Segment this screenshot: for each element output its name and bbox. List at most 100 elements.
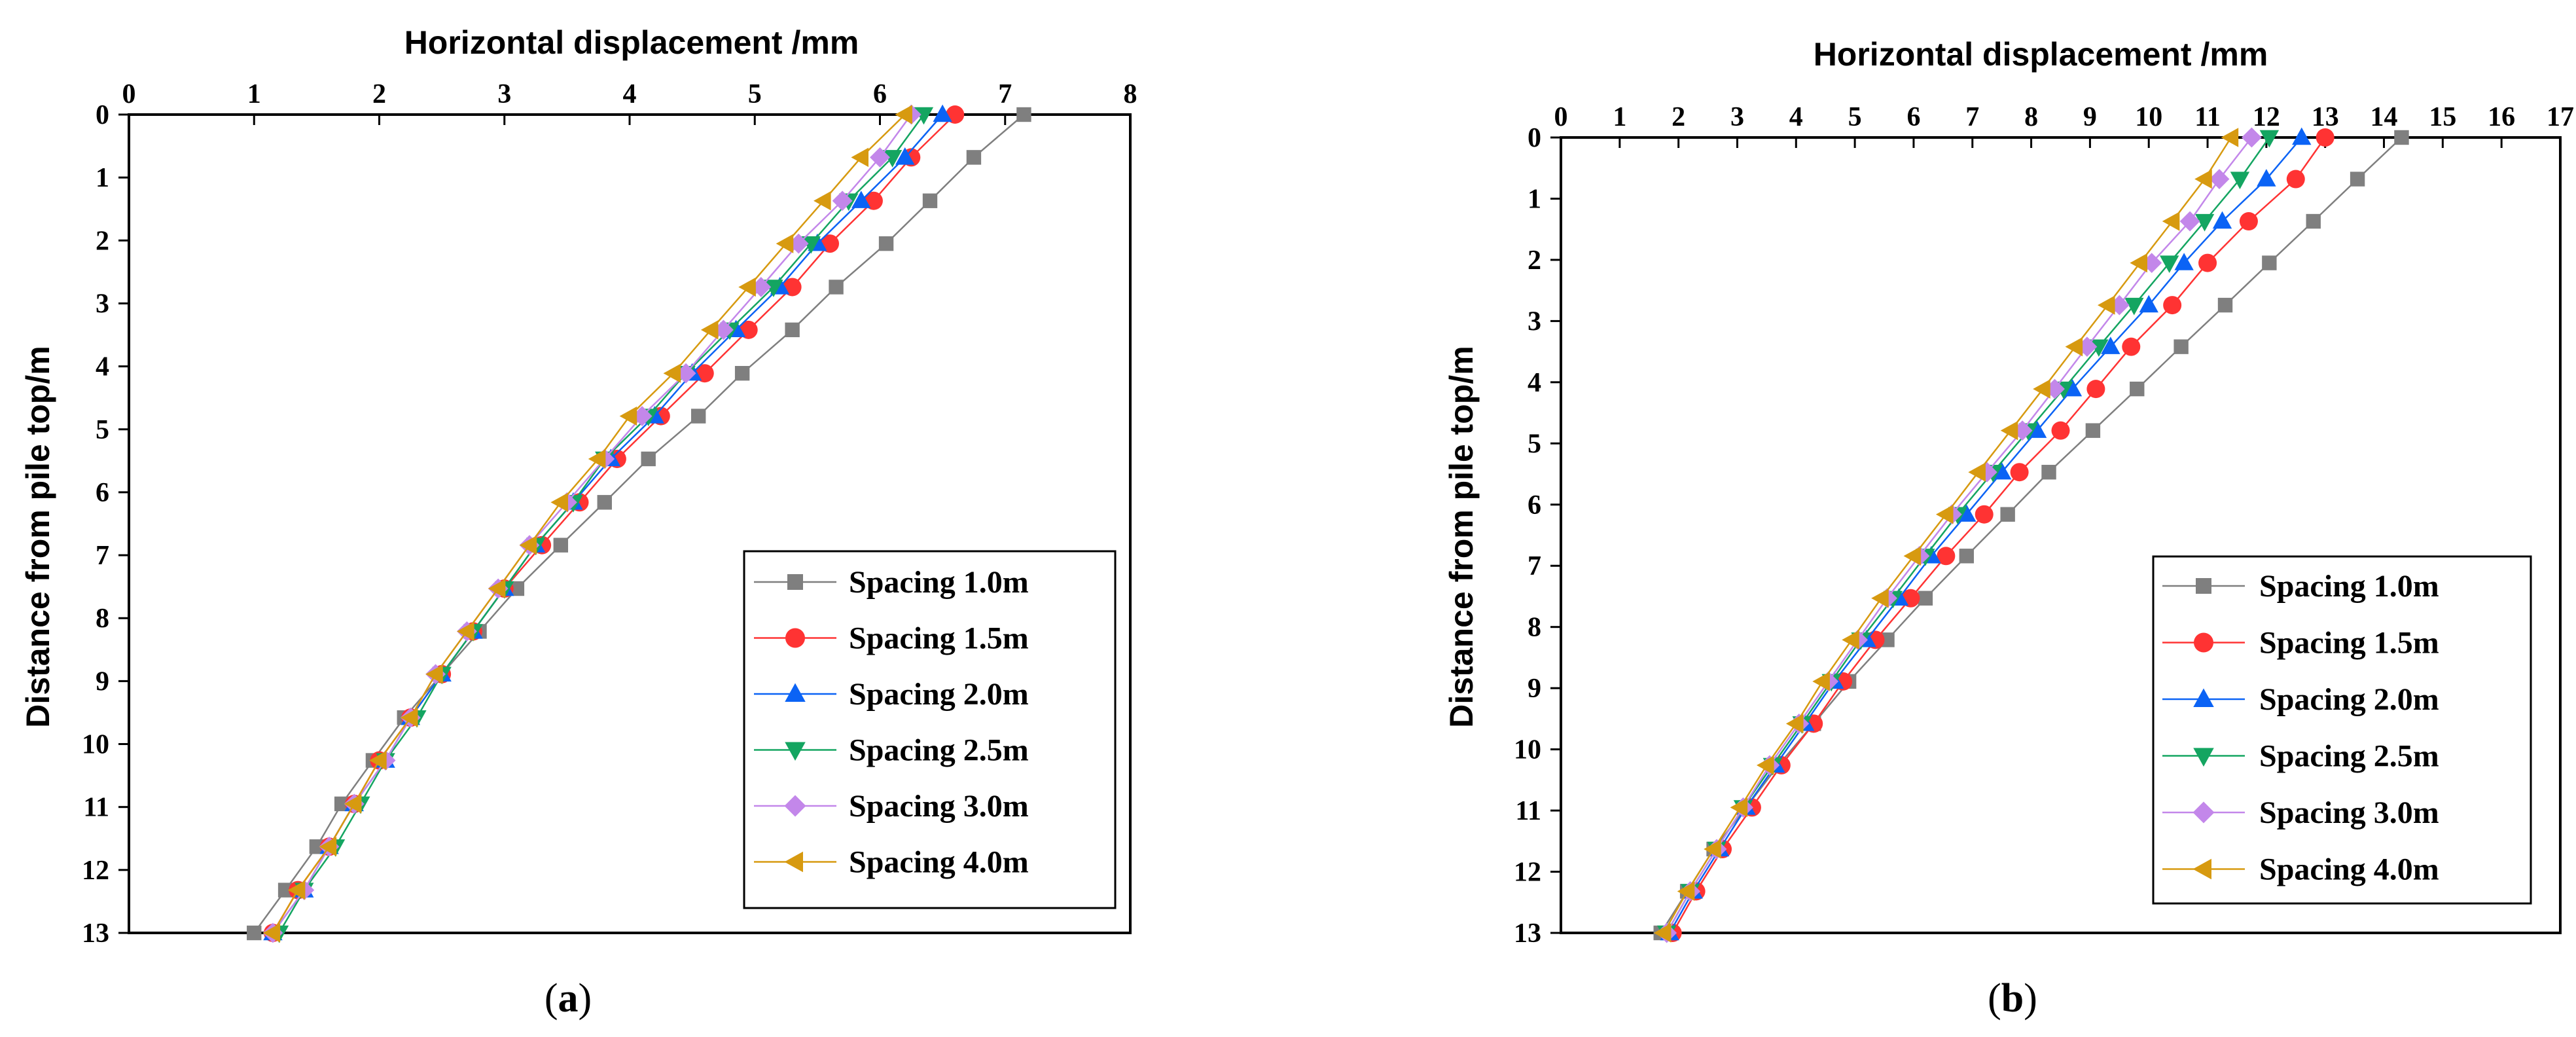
x-tick-label: 11 bbox=[2194, 102, 2221, 132]
legend-label: Spacing 1.5m bbox=[849, 621, 1029, 656]
data-point bbox=[734, 365, 750, 381]
data-point bbox=[895, 105, 912, 124]
y-tick-label: 11 bbox=[83, 793, 109, 823]
legend-entry: Spacing 2.5m bbox=[2162, 739, 2439, 774]
x-tick-label: 5 bbox=[1848, 102, 1862, 132]
data-point bbox=[1957, 504, 1977, 522]
legend-label: Spacing 4.0m bbox=[2259, 852, 2439, 887]
data-point bbox=[2065, 337, 2083, 357]
x-axis-title: Horizontal displacement /mm bbox=[1814, 36, 2268, 73]
legend-marker bbox=[787, 574, 803, 590]
legend-box bbox=[743, 550, 1117, 909]
data-point bbox=[2242, 127, 2262, 148]
x-tick-label: 14 bbox=[2370, 102, 2398, 132]
legend-entry: Spacing 1.0m bbox=[754, 565, 1029, 600]
data-point bbox=[738, 277, 756, 297]
data-point bbox=[2221, 128, 2239, 147]
y-tick-label: 10 bbox=[82, 730, 109, 760]
data-point bbox=[788, 233, 809, 254]
x-tick-label: 4 bbox=[623, 79, 637, 109]
y-tick-label: 3 bbox=[1528, 306, 1541, 337]
data-point bbox=[1842, 630, 1859, 650]
y-tick-label: 10 bbox=[1514, 735, 1541, 765]
x-tick-label: 4 bbox=[1789, 102, 1803, 132]
data-point bbox=[334, 796, 349, 812]
data-point bbox=[1871, 589, 1889, 608]
data-point bbox=[2174, 253, 2194, 270]
legend-marker bbox=[2194, 632, 2213, 653]
data-point bbox=[1730, 797, 1748, 818]
legend-marker bbox=[2193, 748, 2214, 767]
legend-marker bbox=[2192, 858, 2211, 880]
data-point bbox=[1704, 839, 1721, 859]
chart-panel-a: Horizontal displacement /mm Distance fro… bbox=[20, 24, 1137, 1021]
data-point bbox=[829, 280, 844, 295]
y-tick-label: 2 bbox=[96, 226, 109, 256]
x-tick-label: 16 bbox=[2488, 102, 2515, 132]
data-point bbox=[425, 664, 443, 684]
y-tick-label: 0 bbox=[96, 100, 109, 130]
data-point bbox=[2194, 213, 2215, 232]
data-point bbox=[1935, 505, 1954, 524]
data-point bbox=[1918, 591, 1933, 606]
data-point bbox=[1977, 462, 1997, 482]
data-point bbox=[456, 621, 474, 642]
legend-marker bbox=[2193, 688, 2214, 707]
legend-marker bbox=[785, 628, 805, 648]
data-point bbox=[2230, 172, 2250, 189]
data-point bbox=[1959, 549, 1974, 564]
legend-label: Spacing 4.0m bbox=[849, 845, 1029, 880]
data-point bbox=[914, 107, 934, 125]
series-spacing-4-0m bbox=[1653, 128, 2239, 943]
x-tick-label: 3 bbox=[497, 79, 511, 109]
legend-label: Spacing 1.5m bbox=[2259, 626, 2439, 661]
y-tick-label: 4 bbox=[96, 352, 109, 382]
data-point bbox=[2086, 380, 2105, 399]
data-point bbox=[922, 193, 938, 208]
series-spacing-4-0m bbox=[262, 105, 912, 943]
data-point bbox=[966, 150, 982, 165]
data-point bbox=[588, 449, 606, 469]
x-tick-label: 3 bbox=[1730, 102, 1744, 132]
legend-label: Spacing 1.0m bbox=[2259, 569, 2439, 604]
data-point bbox=[851, 147, 869, 168]
y-axis-title: Distance from pile top/m bbox=[20, 346, 56, 727]
y-tick-label: 7 bbox=[96, 541, 109, 571]
data-point bbox=[1677, 881, 1695, 901]
x-tick-label: 13 bbox=[2312, 102, 2339, 132]
data-point bbox=[2350, 172, 2365, 187]
data-point bbox=[2085, 423, 2101, 438]
data-point bbox=[2316, 128, 2334, 147]
y-tick-label: 8 bbox=[1528, 613, 1541, 643]
data-point bbox=[713, 319, 734, 340]
x-tick-label: 1 bbox=[247, 79, 261, 109]
data-point bbox=[2198, 253, 2217, 272]
data-point bbox=[2101, 337, 2120, 354]
data-point bbox=[369, 750, 387, 771]
data-point bbox=[2212, 211, 2232, 229]
x-tick-label: 6 bbox=[1906, 102, 1920, 132]
x-tick-label: 0 bbox=[1554, 102, 1568, 132]
data-point bbox=[2000, 507, 2015, 522]
data-point bbox=[1016, 107, 1031, 122]
data-point bbox=[801, 236, 821, 254]
legend-label: Spacing 3.0m bbox=[849, 789, 1029, 824]
data-point bbox=[700, 320, 719, 340]
data-point bbox=[764, 280, 783, 297]
data-point bbox=[550, 492, 569, 513]
data-point bbox=[1653, 923, 1672, 943]
y-tick-label: 12 bbox=[82, 856, 109, 886]
legend-label: Spacing 2.0m bbox=[849, 677, 1029, 712]
data-point bbox=[247, 925, 262, 941]
data-point bbox=[751, 277, 772, 297]
legend-entry: Spacing 2.0m bbox=[2162, 682, 2439, 717]
legend-entry: Spacing 4.0m bbox=[754, 845, 1029, 880]
legend-entry: Spacing 4.0m bbox=[2162, 852, 2439, 887]
legend-label: Spacing 2.5m bbox=[849, 733, 1029, 768]
data-point bbox=[1812, 672, 1830, 691]
legend: Spacing 1.0m Spacing 1.5m Spacing 2.0m Spac… bbox=[743, 550, 1117, 909]
data-point bbox=[2162, 211, 2180, 231]
x-tick-label: 1 bbox=[1613, 102, 1626, 132]
data-point bbox=[776, 234, 794, 253]
